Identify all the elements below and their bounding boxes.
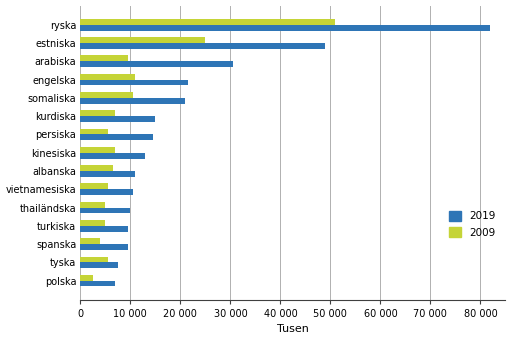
Bar (80, 226, 128, 232)
Bar (80, 55, 128, 61)
Bar (80, 110, 115, 116)
Bar (80, 92, 133, 98)
Bar (80, 256, 108, 262)
Bar (80, 25, 491, 31)
Legend: 2019, 2009: 2019, 2009 (445, 206, 500, 242)
Bar (80, 280, 115, 287)
X-axis label: Tusen: Tusen (277, 324, 309, 335)
Bar (80, 238, 100, 244)
Bar (80, 80, 188, 85)
Bar (80, 183, 108, 189)
Bar (80, 220, 105, 226)
Bar (80, 171, 135, 177)
Bar (80, 202, 105, 207)
Bar (80, 165, 113, 171)
Bar (80, 207, 130, 214)
Bar (80, 129, 108, 134)
Bar (80, 43, 326, 49)
Bar (80, 74, 135, 80)
Bar (80, 189, 133, 195)
Bar (80, 244, 128, 250)
Bar (80, 37, 205, 43)
Bar (80, 153, 145, 158)
Bar (80, 147, 115, 153)
Bar (80, 275, 93, 280)
Bar (80, 98, 185, 104)
Bar (80, 116, 155, 122)
Bar (80, 61, 233, 67)
Bar (80, 262, 118, 268)
Bar (80, 134, 153, 140)
Bar (80, 19, 335, 25)
